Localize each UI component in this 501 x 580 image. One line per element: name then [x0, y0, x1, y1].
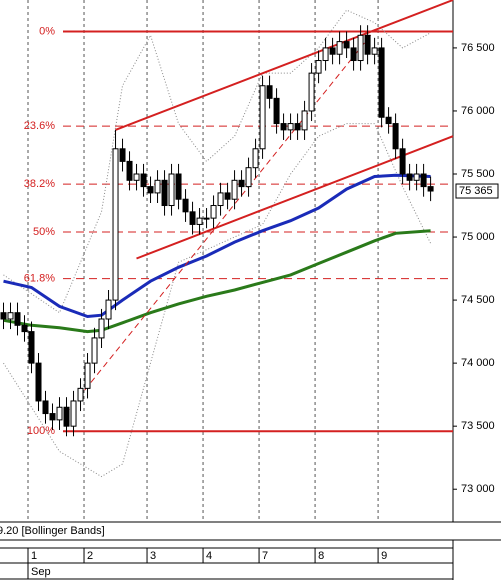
candle-body [413, 173, 420, 181]
candle-body [336, 41, 343, 55]
candle-body [14, 312, 21, 326]
candle-body [168, 173, 175, 207]
candle-body [245, 167, 252, 188]
candle-body [280, 123, 287, 131]
y-tick-label: 75 500 [461, 168, 495, 180]
candle-body [210, 205, 217, 219]
y-tick-label: 74 500 [461, 294, 495, 306]
candle-body [182, 198, 189, 213]
candle-body [119, 148, 126, 162]
candle-body [252, 148, 259, 169]
y-tick-label: 75 000 [461, 231, 495, 243]
candle-body [49, 413, 56, 421]
line-series [115, 0, 454, 131]
candle-body [126, 160, 133, 181]
line-series [3, 123, 432, 478]
fib-label: 61.8% [24, 273, 55, 285]
candle-body [343, 41, 350, 49]
candle-body [28, 331, 35, 364]
candle-body [63, 406, 70, 427]
fib-label: 38.2% [24, 178, 55, 190]
candle-body [287, 123, 294, 131]
fib-label: 50% [33, 226, 55, 238]
candle-body [378, 47, 385, 118]
candle-body [322, 47, 329, 62]
day-label: 3 [150, 550, 156, 562]
y-tick-label: 76 500 [461, 42, 495, 54]
candle-body [42, 400, 49, 415]
candle-body [371, 47, 378, 55]
day-label: 7 [262, 550, 268, 562]
last-price-box [455, 183, 499, 199]
candle-body [301, 110, 308, 131]
candle-body [385, 116, 392, 125]
candle-body [231, 179, 238, 200]
line-series [3, 229, 431, 334]
candle-body [175, 173, 182, 200]
candle-body [364, 34, 371, 55]
candle-body [140, 173, 147, 188]
indicator-label: 9.20 [Bollinger Bands] [0, 525, 105, 537]
candle-body [0, 312, 7, 320]
candle-body [84, 362, 91, 389]
y-tick-label: 74 000 [461, 357, 495, 369]
candle-body [161, 179, 168, 207]
candle-body [427, 186, 434, 192]
y-tick-label: 73 000 [461, 483, 495, 495]
candle-body [357, 34, 364, 62]
line-series [3, 173, 431, 319]
candle-body [420, 173, 427, 188]
candle-body [196, 217, 203, 225]
candle-body [392, 123, 399, 150]
candle-body [266, 85, 273, 99]
candle-body [70, 400, 77, 427]
candle-body [7, 312, 14, 320]
candle-body [112, 148, 119, 301]
candle-body [238, 179, 245, 188]
day-label: 9 [381, 550, 387, 562]
candle-body [154, 179, 161, 194]
fib-label: 100% [27, 425, 55, 437]
candle-body [273, 97, 280, 125]
fib-label: 0% [39, 25, 55, 37]
line-series [3, 9, 431, 314]
candle-body [98, 318, 105, 339]
candle-body [315, 60, 322, 74]
candle-body [329, 47, 336, 55]
candle-body [21, 324, 28, 333]
candle-body [224, 192, 231, 200]
candle-body [105, 299, 112, 320]
day-label: 8 [318, 550, 324, 562]
month-label: Sep [31, 566, 51, 578]
line-series [65, 29, 375, 414]
candle-body [259, 85, 266, 150]
fib-label: 23.6% [24, 120, 55, 132]
day-label: 1 [31, 550, 37, 562]
day-label: 4 [206, 550, 212, 562]
candle-body [350, 47, 357, 62]
candle-body [147, 186, 154, 194]
candle-body [217, 192, 224, 207]
candle-body [56, 406, 63, 421]
candle-body [308, 72, 315, 112]
candle-body [77, 387, 84, 402]
y-tick-label: 76 000 [461, 105, 495, 117]
candle-body [399, 148, 406, 175]
day-label: 2 [87, 550, 93, 562]
candle-body [294, 123, 301, 131]
candle-body [91, 337, 98, 364]
candle-body [35, 362, 42, 402]
candle-body [406, 173, 413, 181]
candle-body [133, 173, 140, 181]
y-tick-label: 73 500 [461, 420, 495, 432]
candle-body [203, 217, 210, 220]
last-price-label: 75 365 [459, 185, 493, 197]
candle-body [189, 211, 196, 225]
